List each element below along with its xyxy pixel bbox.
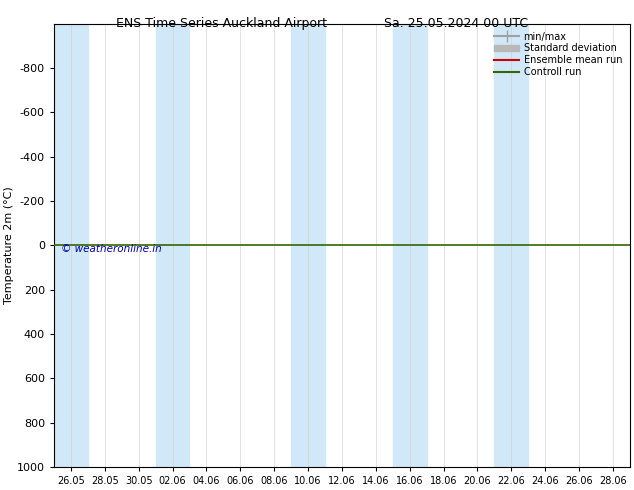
Bar: [155, 24, 190, 467]
Bar: [392, 24, 427, 467]
Text: Sa. 25.05.2024 00 UTC: Sa. 25.05.2024 00 UTC: [384, 17, 529, 30]
Text: ENS Time Series Auckland Airport: ENS Time Series Auckland Airport: [117, 17, 327, 30]
Bar: [54, 24, 88, 467]
Bar: [495, 24, 528, 467]
Text: © weatheronline.in: © weatheronline.in: [61, 244, 162, 254]
Legend: min/max, Standard deviation, Ensemble mean run, Controll run: min/max, Standard deviation, Ensemble me…: [491, 28, 625, 80]
Bar: [291, 24, 325, 467]
Y-axis label: Temperature 2m (°C): Temperature 2m (°C): [4, 186, 14, 304]
